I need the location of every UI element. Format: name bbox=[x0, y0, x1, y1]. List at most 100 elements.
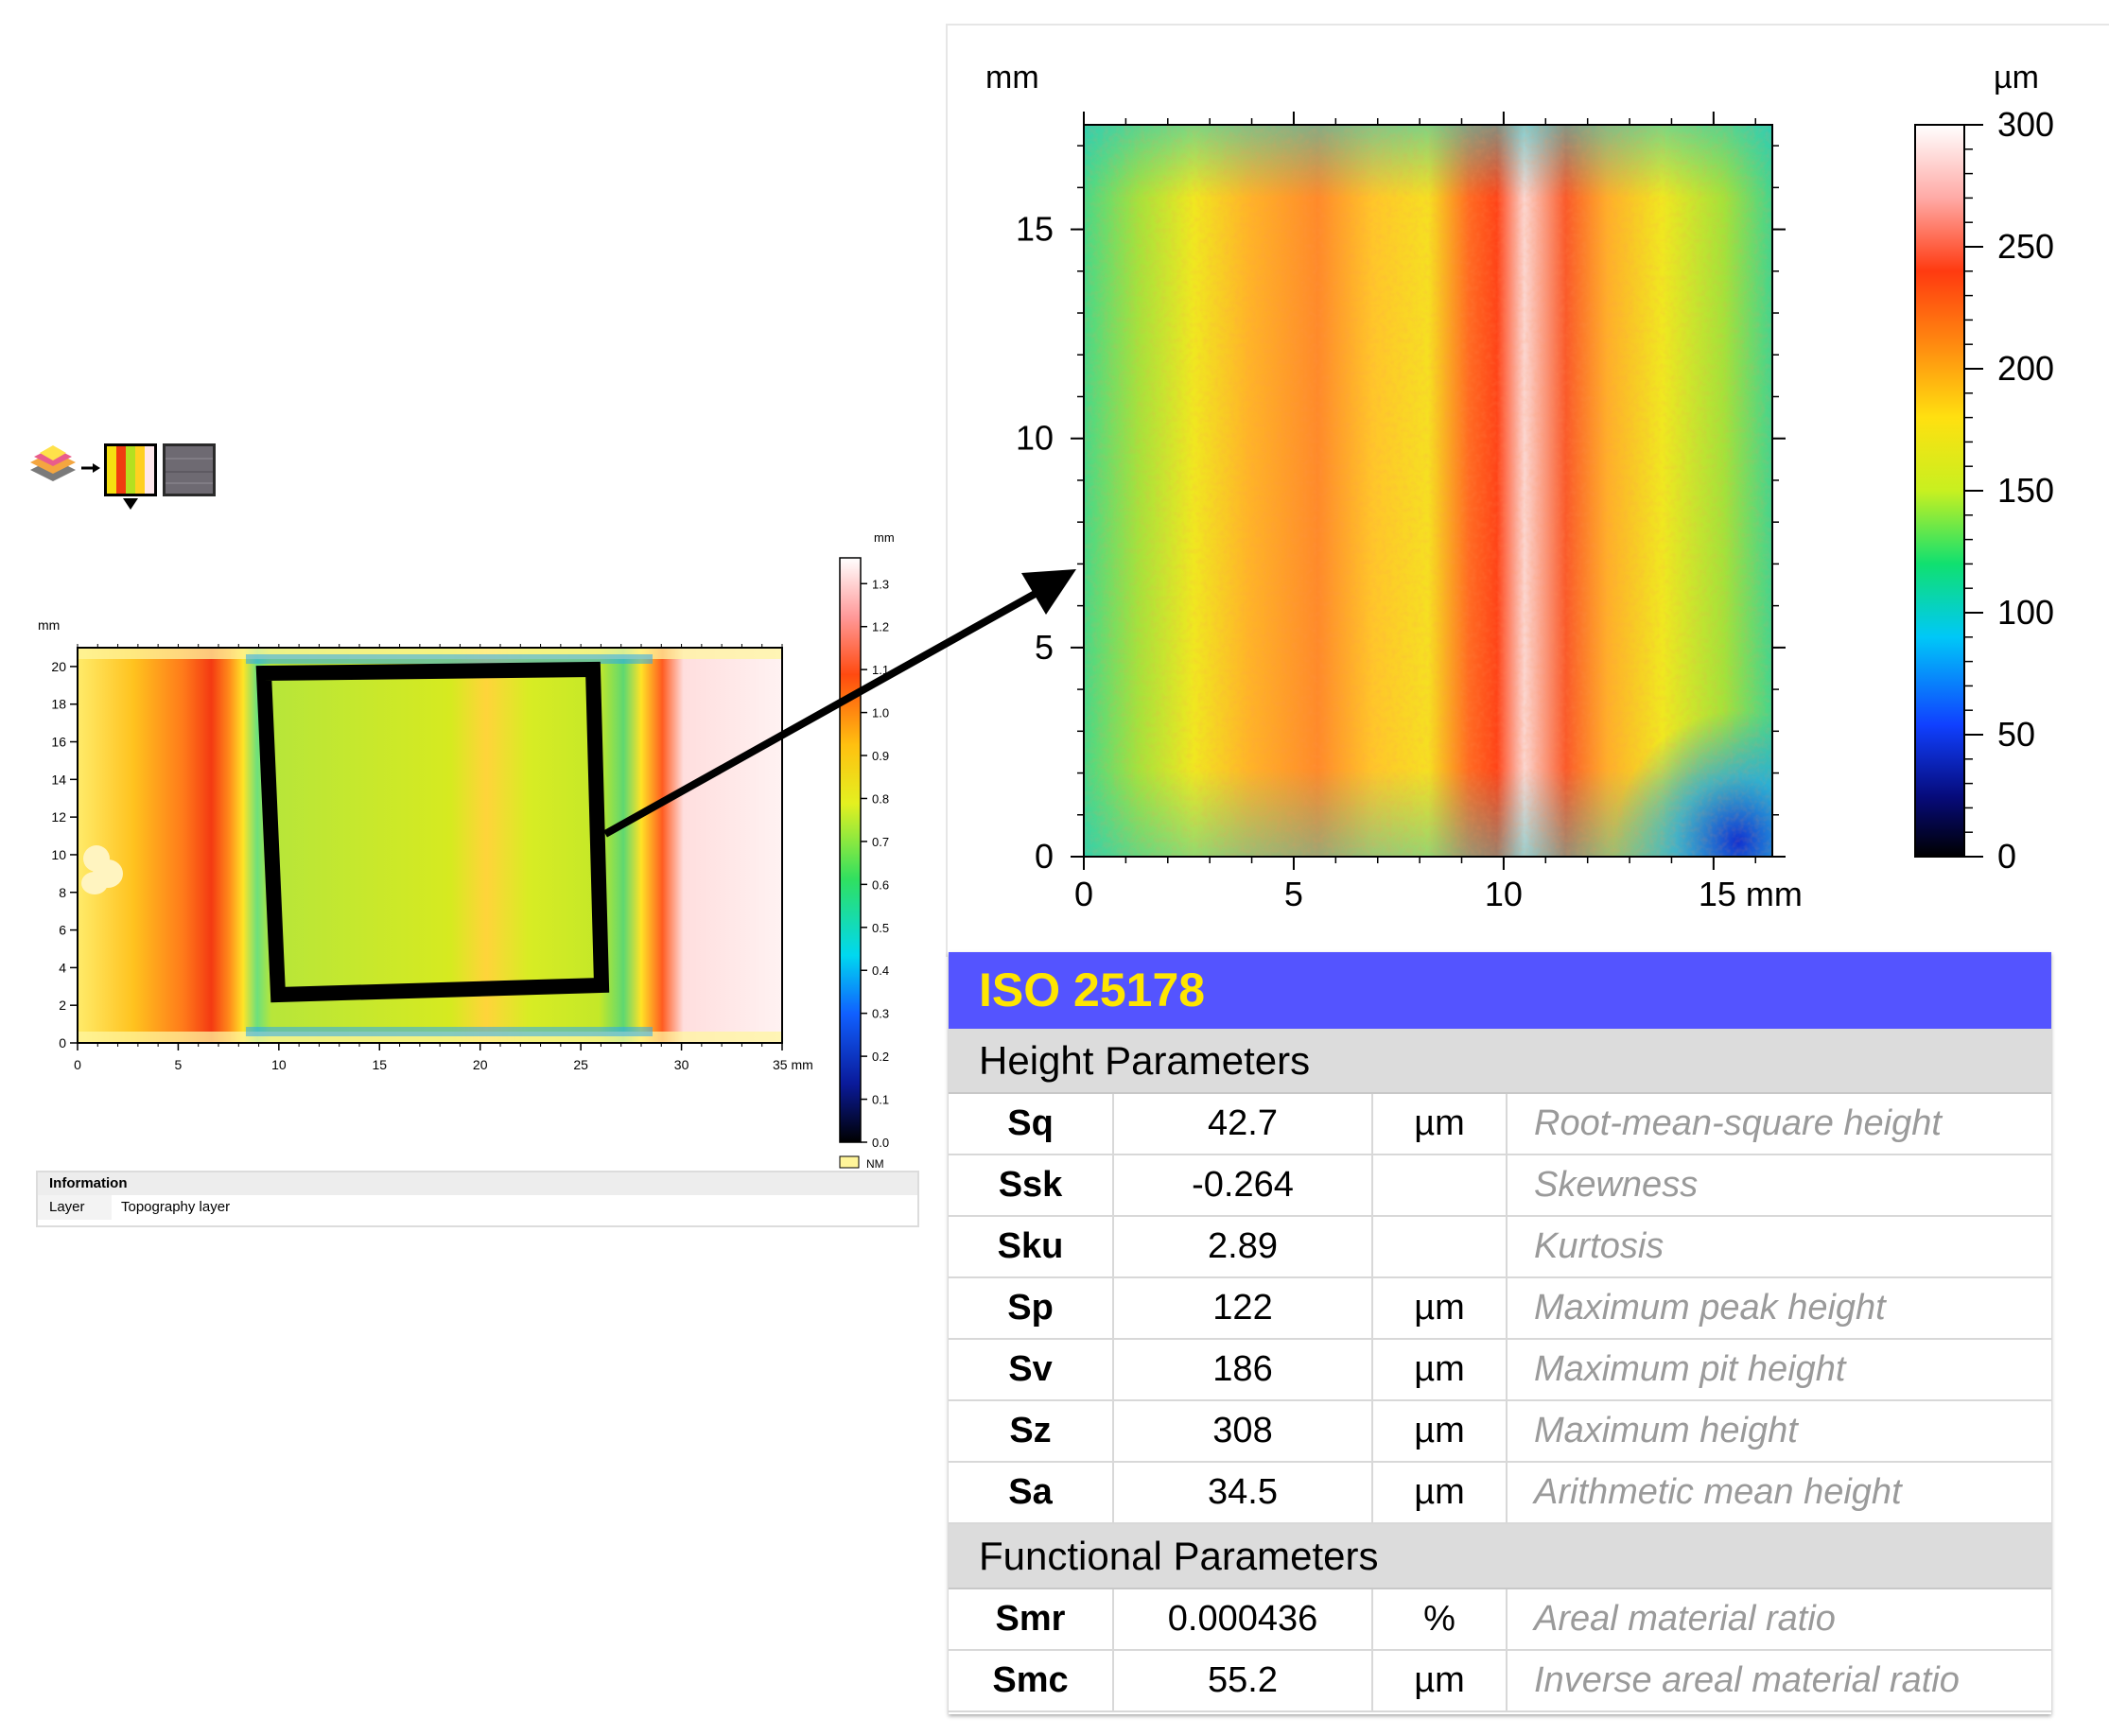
main-y-tick-label: 15 bbox=[1016, 210, 1054, 249]
parameter-unit: % bbox=[1373, 1589, 1508, 1649]
overview-x-axis: 0 5 10 15 20 25 30 35 mm bbox=[74, 644, 813, 1072]
main-y-tick-label: 5 bbox=[1035, 628, 1054, 667]
overview-y-tick-label: 2 bbox=[59, 998, 66, 1013]
main-x-tick-label: 0 bbox=[1074, 875, 1093, 913]
overview-x-tick-label: 30 bbox=[674, 1057, 689, 1072]
parameter-description: Maximum pit height bbox=[1534, 1349, 1846, 1389]
zoomed-topography-plot: mm 0 5 10 15 mm 0 5 10 15 µm 0 50 100 150 200 250 30… bbox=[985, 60, 2054, 913]
overview-x-tick-label: 15 bbox=[372, 1057, 387, 1072]
overview-colorbar-tick-label: 0.0 bbox=[872, 1136, 889, 1150]
overview-y-tick-label: 14 bbox=[51, 772, 66, 787]
view-toolbar bbox=[30, 443, 216, 510]
parameter-description: Root-mean-square height bbox=[1534, 1103, 1942, 1143]
parameter-symbol: Smr bbox=[949, 1589, 1114, 1649]
overview-y-tick-label: 0 bbox=[59, 1035, 66, 1050]
parameter-symbol: Sku bbox=[949, 1217, 1114, 1276]
overview-y-tick-label: 12 bbox=[51, 809, 66, 825]
main-colorbar-unit: µm bbox=[1994, 60, 2039, 95]
parameter-description: Maximum height bbox=[1534, 1411, 1798, 1450]
main-colorbar-tick-label: 300 bbox=[1997, 105, 2054, 144]
overview-colorbar-tick-label: 1.0 bbox=[872, 706, 889, 720]
parameter-description: Inverse areal material ratio bbox=[1534, 1660, 1960, 1700]
parameter-symbol: Sa bbox=[949, 1463, 1114, 1522]
overview-x-tick-label: 5 bbox=[175, 1057, 183, 1072]
parameter-unit: µm bbox=[1373, 1463, 1508, 1522]
no-measure-swatch bbox=[839, 1155, 860, 1169]
parameter-value: 34.5 bbox=[1114, 1463, 1373, 1522]
main-colorbar-ticks: 0 50 100 150 200 250 300 bbox=[1964, 105, 2054, 876]
parameter-unit: µm bbox=[1373, 1094, 1508, 1154]
parameter-symbol: Sq bbox=[949, 1094, 1114, 1154]
overview-y-tick-label: 8 bbox=[59, 885, 66, 900]
parameter-unit: µm bbox=[1373, 1278, 1508, 1338]
parameter-unit: µm bbox=[1373, 1651, 1508, 1710]
parameter-symbol: Smc bbox=[949, 1651, 1114, 1710]
overview-y-tick-label: 4 bbox=[59, 960, 66, 975]
dropdown-caret-icon[interactable] bbox=[123, 498, 138, 510]
overview-colorbar-tick-label: 0.4 bbox=[872, 963, 889, 978]
main-colorbar-tick-label: 150 bbox=[1997, 471, 2054, 510]
parameter-value: 122 bbox=[1114, 1278, 1373, 1338]
parameter-value: 186 bbox=[1114, 1340, 1373, 1399]
overview-colorbar-tick-label: 1.3 bbox=[872, 577, 889, 591]
information-key: Layer bbox=[38, 1195, 112, 1220]
overview-y-tick-label: 20 bbox=[51, 659, 66, 674]
overview-colorbar-tick-label: 0.1 bbox=[872, 1093, 889, 1107]
arrow-right-icon bbox=[81, 463, 100, 473]
parameter-unit: µm bbox=[1373, 1401, 1508, 1461]
overview-colorbar-tick-label: 1.2 bbox=[872, 620, 889, 634]
parameter-row: Smr 0.000436% Areal material ratio bbox=[949, 1589, 2051, 1651]
plot-frame bbox=[946, 24, 2109, 957]
parameter-symbol: Sv bbox=[949, 1340, 1114, 1399]
parameter-value: -0.264 bbox=[1114, 1155, 1373, 1215]
information-title: Information bbox=[38, 1172, 917, 1195]
overview-topography-map: mm 0 5 10 15 20 25 30 35 mm 0 2 4 6 8 10 12 14 16 18 20 bbox=[38, 617, 813, 1072]
overview-colorbar-tick-label: 0.9 bbox=[872, 749, 889, 763]
overview-y-unit: mm bbox=[38, 617, 60, 633]
overview-y-tick-label: 16 bbox=[51, 735, 66, 750]
parameter-description: Arithmetic mean height bbox=[1534, 1472, 1902, 1512]
overview-colorbar-tick-label: 0.2 bbox=[872, 1050, 889, 1064]
information-row: Layer Topography layer bbox=[38, 1195, 917, 1220]
overview-y-tick-label: 10 bbox=[51, 847, 66, 862]
overview-x-tick-label: 25 bbox=[573, 1057, 588, 1072]
parameter-row: Sp 122 µm Maximum peak height bbox=[949, 1278, 2051, 1340]
grayscale-image-icon[interactable] bbox=[163, 443, 216, 496]
parameter-description: Areal material ratio bbox=[1534, 1599, 1836, 1639]
parameter-row: Sz 308 µm Maximum height bbox=[949, 1401, 2051, 1463]
main-map-image bbox=[1084, 125, 1772, 857]
parameter-symbol: Sp bbox=[949, 1278, 1114, 1338]
overview-y-axis: 0 2 4 6 8 10 12 14 16 18 20 bbox=[51, 659, 78, 1050]
overview-colorbar-tick-label: 0.8 bbox=[872, 791, 889, 806]
parameter-row: Sv 186 µm Maximum pit height bbox=[949, 1340, 2051, 1401]
iso-25178-table: ISO 25178 Height Parameters Sq 42.7 µm Root… bbox=[949, 952, 2051, 1714]
parameter-unit bbox=[1373, 1217, 1508, 1276]
parameter-value: 42.7 bbox=[1114, 1094, 1373, 1154]
parameter-unit bbox=[1373, 1155, 1508, 1215]
no-measure-label: NM bbox=[866, 1157, 884, 1171]
overview-colorbar-tick-label: 0.5 bbox=[872, 921, 889, 935]
overview-x-tick-label: 35 mm bbox=[773, 1057, 813, 1072]
main-colorbar-tick-label: 250 bbox=[1997, 227, 2054, 266]
functional-parameters-header: Functional Parameters bbox=[949, 1524, 2051, 1589]
roi-selection-box[interactable] bbox=[255, 661, 610, 1003]
iso-table-title: ISO 25178 bbox=[949, 952, 2051, 1029]
overview-colorbar-tick-label: 0.7 bbox=[872, 835, 889, 849]
parameter-value: 0.000436 bbox=[1114, 1589, 1373, 1649]
information-value: Topography layer bbox=[121, 1199, 231, 1215]
main-colorbar-tick-label: 200 bbox=[1997, 349, 2054, 388]
colored-topography-icon[interactable] bbox=[104, 443, 157, 496]
layers-stack-icon[interactable] bbox=[30, 445, 76, 481]
parameter-symbol: Sz bbox=[949, 1401, 1114, 1461]
main-x-tick-label: 5 bbox=[1284, 875, 1303, 913]
overview-x-tick-label: 10 bbox=[271, 1057, 287, 1072]
main-x-tick-label: 15 mm bbox=[1699, 875, 1803, 913]
parameter-row: Sq 42.7 µm Root-mean-square height bbox=[949, 1094, 2051, 1155]
overview-x-tick-label: 20 bbox=[473, 1057, 488, 1072]
overview-y-tick-label: 6 bbox=[59, 923, 66, 938]
overview-colorbar-tick-label: 0.6 bbox=[872, 877, 889, 892]
parameter-description: Kurtosis bbox=[1534, 1226, 1665, 1266]
overview-x-tick-label: 0 bbox=[74, 1057, 81, 1072]
parameter-row: Sku 2.89 Kurtosis bbox=[949, 1217, 2051, 1278]
main-y-unit: mm bbox=[985, 60, 1039, 95]
